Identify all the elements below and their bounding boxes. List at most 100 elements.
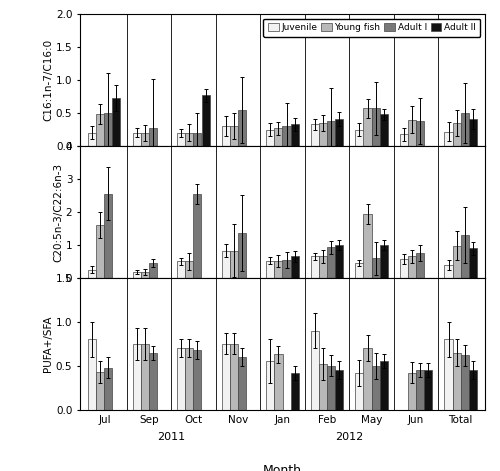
Bar [266, 261, 274, 278]
Bar [141, 344, 149, 410]
Bar [416, 370, 424, 410]
Bar [460, 235, 468, 278]
Bar [141, 272, 149, 278]
Bar [230, 251, 238, 278]
Bar [364, 348, 372, 410]
Text: 2012: 2012 [335, 432, 364, 442]
Bar [416, 253, 424, 278]
Bar [460, 355, 468, 410]
Bar [468, 119, 476, 146]
Bar [380, 245, 388, 278]
Bar [444, 340, 452, 410]
Bar [202, 95, 209, 146]
Bar [290, 124, 298, 146]
Bar [311, 331, 319, 410]
Bar [356, 263, 364, 278]
Bar [96, 372, 104, 410]
Bar [238, 357, 246, 410]
Bar [104, 194, 112, 278]
Bar [149, 128, 157, 146]
Bar [444, 265, 452, 278]
Bar [88, 340, 96, 410]
Bar [408, 120, 416, 146]
Bar [222, 344, 230, 410]
Bar [327, 366, 335, 410]
Bar [178, 133, 186, 146]
Bar [266, 130, 274, 146]
Bar [274, 354, 282, 410]
Bar [104, 367, 112, 410]
Bar [112, 98, 120, 146]
Bar [88, 269, 96, 278]
Bar [416, 121, 424, 146]
Bar [282, 126, 290, 146]
Bar [311, 256, 319, 278]
Bar [444, 131, 452, 146]
Bar [356, 373, 364, 410]
Bar [149, 263, 157, 278]
Bar [186, 133, 194, 146]
Bar [222, 126, 230, 146]
Y-axis label: C16:1n-7/C16:0: C16:1n-7/C16:0 [43, 39, 53, 121]
Bar [141, 133, 149, 146]
Bar [424, 370, 432, 410]
Bar [468, 248, 476, 278]
Bar [356, 130, 364, 146]
Legend: Juvenile, Young fish, Adult I, Adult II: Juvenile, Young fish, Adult I, Adult II [264, 19, 480, 37]
Bar [400, 259, 408, 278]
Bar [178, 348, 186, 410]
Bar [408, 256, 416, 278]
Bar [335, 370, 343, 410]
Bar [194, 350, 202, 410]
Bar [372, 108, 380, 146]
Text: 2011: 2011 [157, 432, 186, 442]
Bar [452, 123, 460, 146]
Bar [408, 373, 416, 410]
Bar [364, 108, 372, 146]
Bar [274, 261, 282, 278]
Bar [230, 126, 238, 146]
Bar [380, 114, 388, 146]
Bar [372, 366, 380, 410]
Bar [335, 245, 343, 278]
Bar [380, 361, 388, 410]
Bar [133, 344, 141, 410]
Bar [274, 128, 282, 146]
Bar [452, 353, 460, 410]
Bar [327, 121, 335, 146]
Bar [238, 110, 246, 146]
Bar [290, 256, 298, 278]
Bar [460, 113, 468, 146]
Bar [266, 361, 274, 410]
Bar [468, 370, 476, 410]
Bar [230, 344, 238, 410]
Bar [400, 134, 408, 146]
Bar [133, 133, 141, 146]
Bar [327, 247, 335, 278]
Bar [372, 258, 380, 278]
Bar [319, 364, 327, 410]
Bar [186, 261, 194, 278]
Bar [311, 124, 319, 146]
Bar [149, 353, 157, 410]
Bar [96, 114, 104, 146]
Bar [364, 214, 372, 278]
Bar [319, 123, 327, 146]
Bar [222, 251, 230, 278]
Bar [238, 234, 246, 278]
Bar [290, 373, 298, 410]
Bar [104, 113, 112, 146]
Y-axis label: PUFA+/SFA: PUFA+/SFA [43, 316, 53, 372]
Bar [194, 194, 202, 278]
Bar [178, 261, 186, 278]
Bar [133, 272, 141, 278]
Bar [186, 348, 194, 410]
Bar [335, 119, 343, 146]
Bar [88, 133, 96, 146]
Bar [452, 245, 460, 278]
Bar [319, 256, 327, 278]
Bar [194, 133, 202, 146]
Y-axis label: C20:5n-3/C22:6n-3: C20:5n-3/C22:6n-3 [53, 162, 63, 261]
X-axis label: Month: Month [263, 463, 302, 471]
Bar [96, 225, 104, 278]
